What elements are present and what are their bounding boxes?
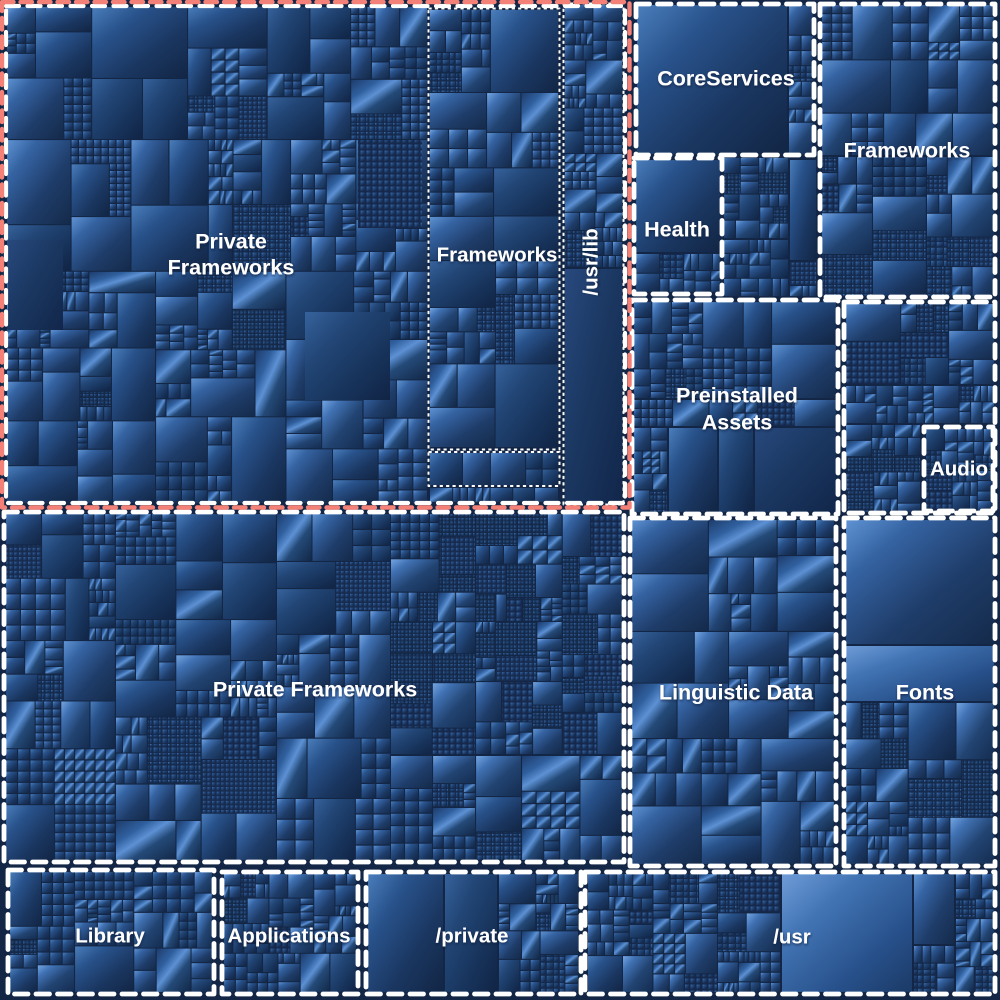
svg-text:/usr/lib: /usr/lib <box>579 228 602 295</box>
svg-text:Library: Library <box>75 924 145 947</box>
svg-text:Assets: Assets <box>702 411 773 435</box>
svg-text:Health: Health <box>644 218 710 242</box>
svg-text:CoreServices: CoreServices <box>657 67 794 91</box>
svg-text:Frameworks: Frameworks <box>844 139 971 163</box>
svg-text:Linguistic Data: Linguistic Data <box>659 681 814 705</box>
svg-text:Fonts: Fonts <box>896 681 955 705</box>
svg-text:Private: Private <box>195 230 267 254</box>
svg-text:/private: /private <box>436 924 509 947</box>
svg-text:Frameworks: Frameworks <box>437 243 558 266</box>
svg-text:Preinstalled: Preinstalled <box>676 384 798 408</box>
svg-text:Audio: Audio <box>930 457 988 480</box>
svg-text:Private Frameworks: Private Frameworks <box>213 678 417 702</box>
svg-text:Applications: Applications <box>227 924 350 947</box>
svg-text:Frameworks: Frameworks <box>168 256 295 280</box>
svg-text:/usr: /usr <box>773 925 811 948</box>
